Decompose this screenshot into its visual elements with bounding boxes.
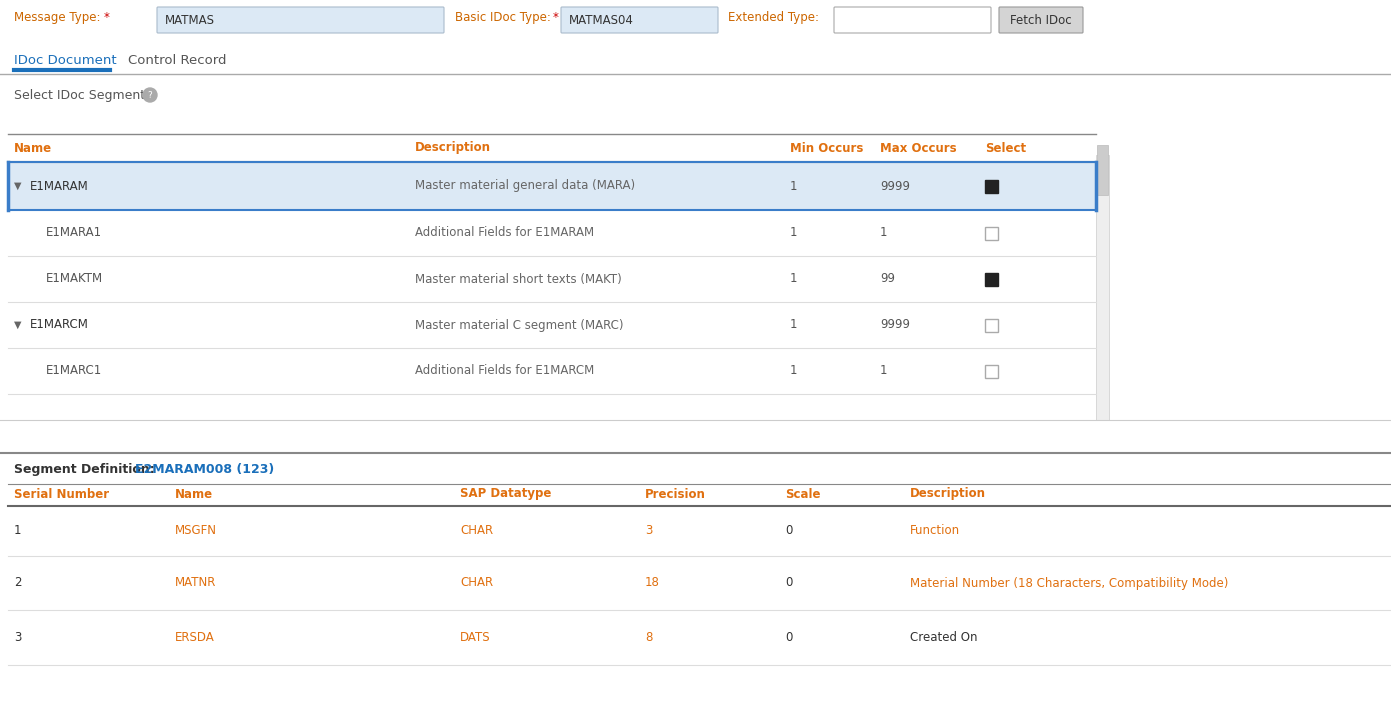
Bar <box>985 318 997 332</box>
Text: SAP Datatype: SAP Datatype <box>460 488 551 501</box>
Text: MATMAS: MATMAS <box>166 14 216 26</box>
Text: Control Record: Control Record <box>128 53 227 66</box>
Text: 0: 0 <box>785 525 793 538</box>
Text: Segment Definition:: Segment Definition: <box>14 464 159 476</box>
Text: 2: 2 <box>14 577 21 590</box>
Text: 18: 18 <box>645 577 659 590</box>
Text: Max Occurs: Max Occurs <box>881 142 957 155</box>
Text: DATS: DATS <box>460 631 491 644</box>
Text: E1MARCM: E1MARCM <box>31 318 89 332</box>
Text: 9999: 9999 <box>881 318 910 332</box>
FancyBboxPatch shape <box>999 7 1084 33</box>
Text: *: * <box>104 11 110 24</box>
Text: Extended Type:: Extended Type: <box>727 11 819 24</box>
Text: MATMAS04: MATMAS04 <box>569 14 634 26</box>
Text: IDoc Document: IDoc Document <box>14 53 117 66</box>
Text: E1MARC1: E1MARC1 <box>46 365 103 377</box>
Text: E1MAKTM: E1MAKTM <box>46 273 103 286</box>
Text: Master material C segment (MARC): Master material C segment (MARC) <box>415 318 623 332</box>
Text: ▼: ▼ <box>14 320 21 330</box>
Text: E1MARA1: E1MARA1 <box>46 226 102 239</box>
Text: ERSDA: ERSDA <box>175 631 214 644</box>
Text: *: * <box>554 11 559 24</box>
Text: Additional Fields for E1MARCM: Additional Fields for E1MARCM <box>415 365 594 377</box>
Text: Description: Description <box>910 488 986 501</box>
Text: 0: 0 <box>785 631 793 644</box>
Text: 8: 8 <box>645 631 652 644</box>
Text: MATNR: MATNR <box>175 577 217 590</box>
Text: Function: Function <box>910 525 960 538</box>
Text: Created On: Created On <box>910 631 978 644</box>
Text: Min Occurs: Min Occurs <box>790 142 864 155</box>
Text: 9999: 9999 <box>881 179 910 192</box>
Text: 0: 0 <box>785 577 793 590</box>
Text: 1: 1 <box>790 179 797 192</box>
Text: 3: 3 <box>645 525 652 538</box>
Text: Name: Name <box>14 142 51 155</box>
Text: 1: 1 <box>790 318 797 332</box>
Text: Material Number (18 Characters, Compatibility Mode): Material Number (18 Characters, Compatib… <box>910 577 1228 590</box>
Text: Fetch IDoc: Fetch IDoc <box>1010 14 1072 26</box>
Text: Master material short texts (MAKT): Master material short texts (MAKT) <box>415 273 622 286</box>
Text: ?: ? <box>147 90 153 100</box>
Text: Scale: Scale <box>785 488 821 501</box>
Text: CHAR: CHAR <box>460 525 494 538</box>
FancyBboxPatch shape <box>835 7 990 33</box>
Text: 3: 3 <box>14 631 21 644</box>
Text: 1: 1 <box>790 226 797 239</box>
Bar <box>1096 155 1109 420</box>
Text: Basic IDoc Type:: Basic IDoc Type: <box>455 11 551 24</box>
Text: E1MARAM: E1MARAM <box>31 179 89 192</box>
Circle shape <box>143 88 157 102</box>
Text: CHAR: CHAR <box>460 577 494 590</box>
Bar <box>1097 145 1109 195</box>
Text: Name: Name <box>175 488 213 501</box>
Text: Precision: Precision <box>645 488 705 501</box>
Bar <box>985 226 997 239</box>
Bar <box>8 162 1096 210</box>
Text: Select: Select <box>985 142 1027 155</box>
Text: 1: 1 <box>881 365 887 377</box>
Bar <box>985 365 997 377</box>
Text: E2MARAM008 (123): E2MARAM008 (123) <box>135 464 274 476</box>
Text: ▼: ▼ <box>14 181 21 191</box>
Text: Serial Number: Serial Number <box>14 488 108 501</box>
FancyBboxPatch shape <box>561 7 718 33</box>
Text: 99: 99 <box>881 273 894 286</box>
Text: Additional Fields for E1MARAM: Additional Fields for E1MARAM <box>415 226 594 239</box>
Text: Message Type:: Message Type: <box>14 11 100 24</box>
Text: Master material general data (MARA): Master material general data (MARA) <box>415 179 636 192</box>
Bar <box>985 179 997 192</box>
Bar <box>985 273 997 286</box>
Text: 1: 1 <box>790 365 797 377</box>
Text: Select IDoc Segments:: Select IDoc Segments: <box>14 88 156 102</box>
FancyBboxPatch shape <box>157 7 444 33</box>
Text: 1: 1 <box>14 525 21 538</box>
Text: MSGFN: MSGFN <box>175 525 217 538</box>
Text: Description: Description <box>415 142 491 155</box>
Text: 1: 1 <box>790 273 797 286</box>
Text: 1: 1 <box>881 226 887 239</box>
